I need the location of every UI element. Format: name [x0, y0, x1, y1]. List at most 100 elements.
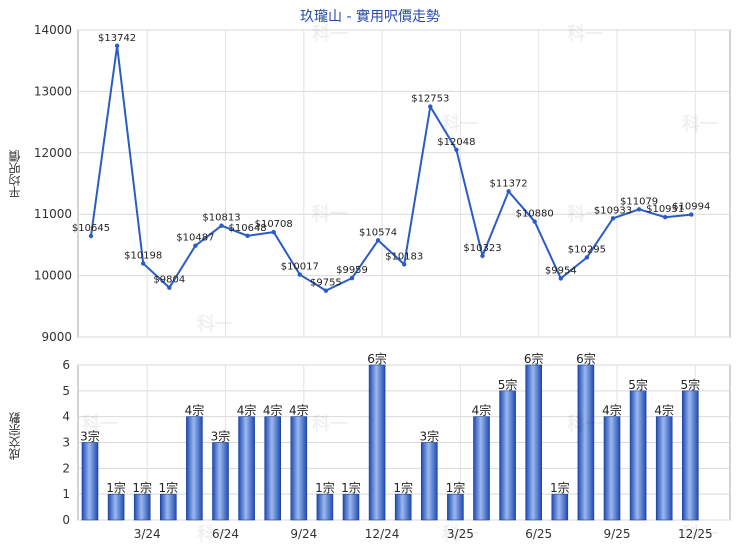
x-tick-label: 12/24	[365, 527, 400, 541]
line-point	[271, 229, 276, 235]
line-point	[689, 212, 694, 217]
line-data-label: $10933	[594, 205, 632, 216]
line-series-path	[90, 45, 692, 292]
x-tick-label: 9/24	[290, 527, 317, 541]
bar-data-label: 6宗	[576, 351, 596, 366]
line-data-label: $10183	[385, 251, 423, 262]
bar	[186, 416, 203, 521]
bar-ytick-label: 3	[62, 436, 70, 450]
line-ytick-label: 12000	[34, 146, 72, 160]
bar-ytick-label: 2	[62, 461, 70, 475]
bar-ytick-label: 5	[62, 384, 70, 398]
bar	[290, 416, 308, 521]
line-point	[663, 215, 668, 220]
line-point	[454, 147, 459, 153]
line-data-label: $11372	[490, 178, 528, 189]
bar-data-label: 1宗	[393, 480, 413, 495]
bar-data-label: 1宗	[158, 480, 178, 495]
line-data-label: $10951	[646, 204, 684, 215]
line-point	[219, 223, 224, 228]
watermark: 科一	[312, 413, 348, 435]
bar	[316, 493, 334, 521]
line-point	[636, 207, 642, 212]
bar-data-label: 1宗	[341, 480, 361, 495]
line-point	[506, 189, 511, 194]
watermark: 科一	[82, 413, 118, 435]
line-data-label: $10645	[72, 223, 110, 234]
bar	[629, 390, 647, 521]
watermark: 科一	[312, 23, 348, 45]
line-point	[193, 243, 198, 248]
bar-data-label: 4宗	[237, 403, 257, 418]
bar-data-label: 5宗	[628, 377, 648, 392]
bar-ytick-label: 6	[62, 358, 70, 372]
bar	[577, 364, 595, 521]
x-tick-label: 6/24	[212, 527, 239, 541]
bar	[499, 390, 516, 521]
chart-title: 玖瓏山 - 實用呎價走勢	[300, 9, 440, 25]
bar-data-label: 5宗	[680, 377, 700, 392]
line-data-label: $13742	[98, 33, 136, 44]
bar-data-label: 4宗	[185, 403, 205, 418]
line-point	[480, 253, 485, 258]
line-ytick-label: 10000	[34, 269, 72, 283]
line-data-label: $12753	[411, 94, 449, 105]
bar-data-label: 5宗	[498, 377, 518, 392]
bar	[133, 493, 151, 521]
line-ytick-label: 9000	[41, 330, 72, 344]
line-point	[297, 272, 302, 277]
bar	[655, 416, 673, 521]
line-point	[532, 219, 537, 224]
line-point	[375, 238, 381, 243]
watermark: 科一	[567, 203, 603, 225]
line-data-label: $9755	[310, 278, 342, 289]
line-point	[428, 104, 433, 109]
bar	[107, 493, 125, 521]
bar	[447, 493, 464, 521]
bar	[212, 442, 229, 521]
x-tick-label: 6/25	[525, 527, 552, 541]
bar-data-label: 6宗	[524, 351, 544, 366]
x-tick-label: 3/25	[447, 527, 474, 541]
bar-panel: 0 1 2 3 4 5 6 3宗 1宗 1宗 1宗 4宗 3宗 4宗 4宗 4宗 1宗 1宗 6宗 1宗 3宗 1宗 4宗 5…	[62, 351, 731, 545]
line-ytick-label: 11000	[34, 207, 72, 221]
line-point	[245, 233, 250, 239]
bar	[368, 364, 386, 521]
bar-data-label: 3宗	[419, 429, 439, 444]
line-data-label: $10295	[568, 244, 606, 255]
line-data-label: $10648	[229, 223, 267, 234]
watermark: 科一	[442, 113, 478, 135]
watermark: 科一	[312, 203, 348, 225]
line-plot-area	[77, 29, 731, 338]
line-point	[584, 255, 590, 260]
bar-data-label: 3宗	[211, 429, 231, 444]
line-ytick-label: 13000	[34, 84, 72, 98]
line-data-label: $10994	[672, 202, 710, 213]
bar-ytick-label: 1	[62, 487, 70, 501]
bar-data-label: 1宗	[132, 480, 152, 495]
line-data-label: $9954	[545, 265, 577, 276]
line-data-label: $10880	[516, 209, 554, 220]
bar-data-label: 4宗	[289, 403, 309, 418]
line-data-label: $9959	[336, 265, 368, 276]
line-point	[323, 288, 329, 293]
line-data-label: $12048	[437, 137, 475, 148]
line-point	[167, 285, 172, 290]
bar	[342, 493, 360, 521]
line-data-label: $10574	[359, 227, 397, 238]
line-data-label: $10017	[281, 262, 319, 273]
line-point	[141, 261, 146, 266]
line-data-label: $10198	[124, 250, 162, 261]
bar	[81, 442, 99, 521]
x-tick-label: 12/25	[678, 527, 713, 541]
bar-data-label: 1宗	[550, 480, 570, 495]
line-data-label: $10813	[202, 213, 240, 224]
watermark: 科一	[682, 523, 718, 545]
line-data-label: $11079	[620, 196, 658, 207]
bar	[420, 442, 438, 521]
line-panel: 9000 10000 11000 12000 13000 14000 $10645 $1374…	[34, 23, 731, 344]
line-point	[558, 276, 563, 281]
line-data-label: $9804	[153, 275, 185, 286]
bar	[525, 364, 543, 521]
